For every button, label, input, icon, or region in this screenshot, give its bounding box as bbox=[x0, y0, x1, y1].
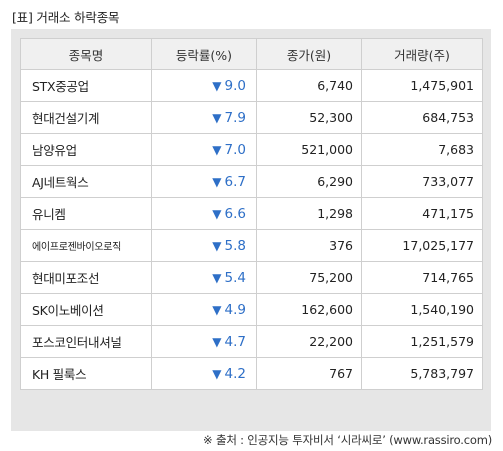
change-rate-cell: ▼ 6.7 bbox=[151, 165, 257, 198]
table-row: 유니켐 ▼ 6.6 1,298 471,175 bbox=[20, 197, 483, 230]
down-arrow-icon: ▼ bbox=[212, 334, 222, 349]
stock-name-cell: 현대미포조선 bbox=[20, 261, 152, 294]
stock-name-cell: AJ네트웍스 bbox=[20, 165, 152, 198]
volume-cell: 7,683 bbox=[361, 133, 483, 166]
table-row: 에이프로젠바이오로직 ▼ 5.8 376 17,025,177 bbox=[20, 229, 483, 262]
down-arrow-icon: ▼ bbox=[212, 302, 222, 317]
column-header-change: 등락률(%) bbox=[151, 38, 257, 70]
change-rate-value: 4.9 bbox=[224, 301, 246, 318]
stock-table: 종목명 등락률(%) 종가(원) 거래량(주) STX중공업 ▼ 9.0 6,740 1… bbox=[20, 38, 483, 390]
close-price-cell: 162,600 bbox=[256, 293, 362, 326]
change-rate-value: 9.0 bbox=[224, 77, 246, 94]
down-arrow-icon: ▼ bbox=[212, 174, 222, 189]
change-rate-value: 5.8 bbox=[224, 237, 246, 254]
volume-cell: 1,475,901 bbox=[361, 69, 483, 102]
stock-name-cell: STX중공업 bbox=[20, 69, 152, 102]
close-price-cell: 6,740 bbox=[256, 69, 362, 102]
change-rate-cell: ▼ 4.9 bbox=[151, 293, 257, 326]
close-price-cell: 75,200 bbox=[256, 261, 362, 294]
change-rate-value: 7.9 bbox=[224, 109, 246, 126]
close-price-cell: 376 bbox=[256, 229, 362, 262]
volume-cell: 684,753 bbox=[361, 101, 483, 134]
volume-cell: 733,077 bbox=[361, 165, 483, 198]
volume-cell: 5,783,797 bbox=[361, 357, 483, 390]
table-row: KH 필룩스 ▼ 4.2 767 5,783,797 bbox=[20, 357, 483, 390]
change-rate-cell: ▼ 4.2 bbox=[151, 357, 257, 390]
stock-name-cell: 현대건설기계 bbox=[20, 101, 152, 134]
stock-name-cell: SK이노베이션 bbox=[20, 293, 152, 326]
column-header-close: 종가(원) bbox=[256, 38, 362, 70]
change-rate-cell: ▼ 6.6 bbox=[151, 197, 257, 230]
close-price-cell: 1,298 bbox=[256, 197, 362, 230]
volume-cell: 1,251,579 bbox=[361, 325, 483, 358]
source-footer: ※ 출처 : 인공지능 투자비서 ‘시라씨로’ (www.rassiro.com… bbox=[203, 433, 492, 447]
change-rate-cell: ▼ 5.8 bbox=[151, 229, 257, 262]
column-header-name: 종목명 bbox=[20, 38, 152, 70]
table-row: 남양유업 ▼ 7.0 521,000 7,683 bbox=[20, 133, 483, 166]
down-arrow-icon: ▼ bbox=[212, 110, 222, 125]
down-arrow-icon: ▼ bbox=[212, 270, 222, 285]
stock-name-cell: 포스코인터내셔널 bbox=[20, 325, 152, 358]
volume-cell: 471,175 bbox=[361, 197, 483, 230]
down-arrow-icon: ▼ bbox=[212, 78, 222, 93]
change-rate-cell: ▼ 7.0 bbox=[151, 133, 257, 166]
page-title: [표] 거래소 하락종목 bbox=[12, 10, 120, 25]
down-arrow-icon: ▼ bbox=[212, 366, 222, 381]
close-price-cell: 52,300 bbox=[256, 101, 362, 134]
change-rate-value: 5.4 bbox=[224, 269, 246, 286]
table-row: 현대건설기계 ▼ 7.9 52,300 684,753 bbox=[20, 101, 483, 134]
close-price-cell: 6,290 bbox=[256, 165, 362, 198]
change-rate-value: 6.7 bbox=[224, 173, 246, 190]
table-frame: 종목명 등락률(%) 종가(원) 거래량(주) STX중공업 ▼ 9.0 6,740 1… bbox=[11, 29, 491, 431]
down-arrow-icon: ▼ bbox=[212, 142, 222, 157]
volume-cell: 17,025,177 bbox=[361, 229, 483, 262]
change-rate-value: 6.6 bbox=[224, 205, 246, 222]
close-price-cell: 521,000 bbox=[256, 133, 362, 166]
down-arrow-icon: ▼ bbox=[212, 206, 222, 221]
change-rate-cell: ▼ 4.7 bbox=[151, 325, 257, 358]
change-rate-value: 7.0 bbox=[224, 141, 246, 158]
column-header-volume: 거래량(주) bbox=[361, 38, 483, 70]
change-rate-value: 4.7 bbox=[224, 333, 246, 350]
change-rate-cell: ▼ 9.0 bbox=[151, 69, 257, 102]
stock-name-cell: KH 필룩스 bbox=[20, 357, 152, 390]
change-rate-cell: ▼ 5.4 bbox=[151, 261, 257, 294]
stock-name-cell: 남양유업 bbox=[20, 133, 152, 166]
table-row: 현대미포조선 ▼ 5.4 75,200 714,765 bbox=[20, 261, 483, 294]
volume-cell: 714,765 bbox=[361, 261, 483, 294]
table-row: SK이노베이션 ▼ 4.9 162,600 1,540,190 bbox=[20, 293, 483, 326]
table-row: STX중공업 ▼ 9.0 6,740 1,475,901 bbox=[20, 69, 483, 102]
stock-name-cell: 유니켐 bbox=[20, 197, 152, 230]
change-rate-value: 4.2 bbox=[224, 365, 246, 382]
table-header-row: 종목명 등락률(%) 종가(원) 거래량(주) bbox=[20, 38, 483, 70]
change-rate-cell: ▼ 7.9 bbox=[151, 101, 257, 134]
volume-cell: 1,540,190 bbox=[361, 293, 483, 326]
close-price-cell: 767 bbox=[256, 357, 362, 390]
table-row: 포스코인터내셔널 ▼ 4.7 22,200 1,251,579 bbox=[20, 325, 483, 358]
table-row: AJ네트웍스 ▼ 6.7 6,290 733,077 bbox=[20, 165, 483, 198]
down-arrow-icon: ▼ bbox=[212, 238, 222, 253]
close-price-cell: 22,200 bbox=[256, 325, 362, 358]
stock-name-cell: 에이프로젠바이오로직 bbox=[20, 229, 152, 262]
